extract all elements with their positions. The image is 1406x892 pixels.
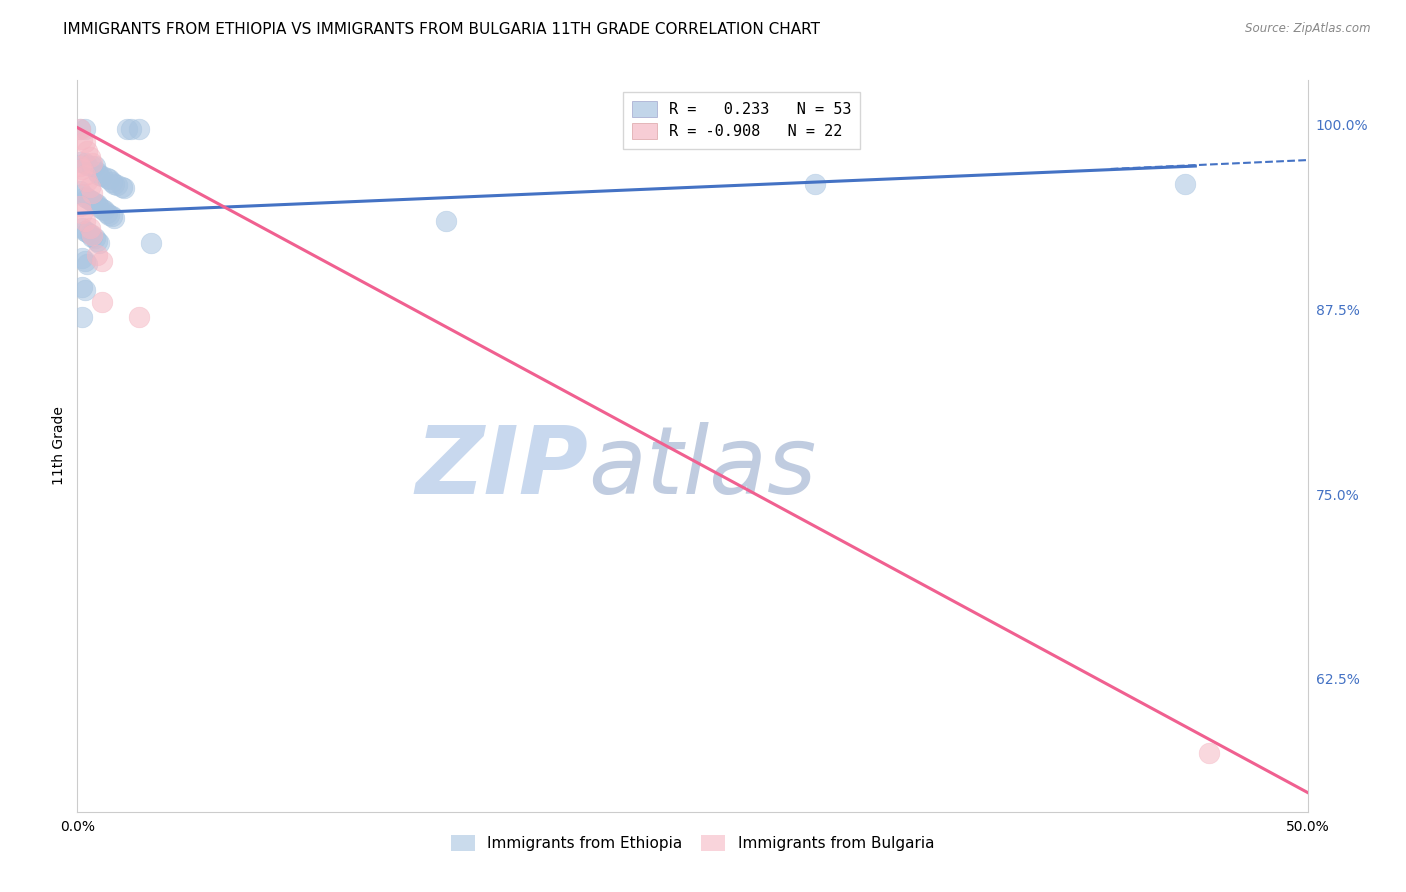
Point: [90, 169, 114, 184]
Point: [76, 256, 98, 270]
Point: [115, 122, 138, 136]
Point: [90, 253, 114, 268]
Point: [69, 199, 91, 213]
Point: [103, 177, 125, 191]
Point: [89, 168, 111, 182]
Point: [90, 294, 114, 309]
Point: [70, 251, 93, 265]
Point: [83, 159, 105, 173]
Point: [96, 170, 118, 185]
Point: [83, 231, 105, 245]
Point: [76, 192, 98, 206]
Point: [70, 310, 93, 324]
Text: IMMIGRANTS FROM ETHIOPIA VS IMMIGRANTS FROM BULGARIA 11TH GRADE CORRELATION CHAR: IMMIGRANTS FROM ETHIOPIA VS IMMIGRANTS F…: [63, 22, 820, 37]
Point: [86, 235, 108, 249]
Point: [76, 157, 98, 171]
Point: [69, 184, 91, 198]
Point: [82, 159, 104, 173]
Point: [73, 283, 96, 297]
Point: [82, 186, 104, 200]
Point: [89, 235, 111, 250]
Point: [73, 156, 96, 170]
Point: [70, 221, 93, 235]
Point: [79, 193, 101, 207]
Point: [69, 159, 91, 173]
Point: [73, 136, 96, 150]
Point: [79, 150, 101, 164]
Point: [69, 122, 91, 136]
Point: [1174, 177, 1197, 191]
Point: [73, 253, 96, 268]
Point: [73, 213, 96, 227]
Y-axis label: 11th Grade: 11th Grade: [52, 407, 66, 485]
Point: [73, 224, 96, 238]
Point: [70, 187, 93, 202]
Point: [82, 230, 104, 244]
Point: [79, 227, 101, 241]
Point: [79, 179, 101, 194]
Point: [436, 213, 458, 227]
Point: [83, 195, 105, 210]
Point: [128, 122, 150, 136]
Point: [111, 179, 132, 194]
Point: [1198, 746, 1220, 760]
Point: [121, 122, 143, 136]
Point: [70, 206, 93, 220]
Point: [69, 154, 91, 169]
Text: atlas: atlas: [588, 423, 815, 514]
Point: [141, 235, 163, 250]
Point: [86, 197, 108, 211]
Point: [98, 208, 121, 222]
Point: [98, 172, 121, 186]
Point: [76, 226, 98, 240]
Point: [101, 175, 124, 189]
Text: ZIP: ZIP: [415, 422, 588, 514]
Point: [96, 206, 118, 220]
Point: [79, 221, 101, 235]
Point: [73, 190, 96, 204]
Point: [69, 122, 91, 136]
Point: [73, 168, 96, 182]
Point: [70, 161, 93, 176]
Point: [101, 209, 124, 223]
Point: [73, 122, 96, 136]
Text: Source: ZipAtlas.com: Source: ZipAtlas.com: [1246, 22, 1371, 36]
Point: [76, 174, 98, 188]
Point: [70, 280, 93, 294]
Point: [82, 156, 104, 170]
Point: [89, 200, 111, 214]
Point: [90, 202, 114, 216]
Point: [86, 165, 108, 179]
Point: [70, 132, 93, 146]
Point: [128, 310, 150, 324]
Point: [86, 247, 108, 261]
Point: [103, 211, 125, 225]
Point: [76, 145, 98, 159]
Point: [82, 194, 104, 209]
Point: [112, 181, 135, 195]
Legend: Immigrants from Ethiopia, Immigrants from Bulgaria: Immigrants from Ethiopia, Immigrants fro…: [443, 827, 942, 859]
Point: [82, 228, 104, 243]
Point: [105, 178, 128, 193]
Point: [804, 177, 827, 191]
Point: [93, 203, 115, 218]
